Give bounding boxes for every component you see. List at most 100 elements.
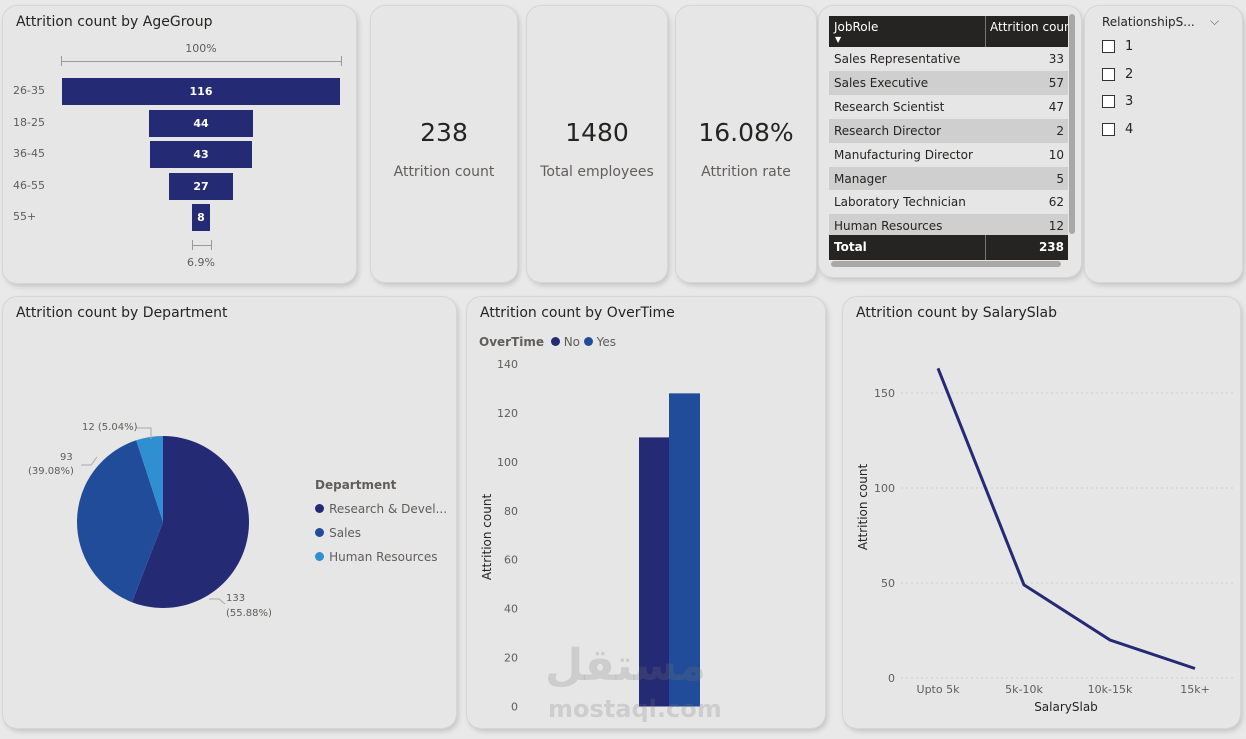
- legend-item-hr[interactable]: Human Resources: [315, 546, 450, 570]
- table-row[interactable]: Manufacturing Director 10: [829, 142, 1068, 167]
- attrition-count-cell: 5: [1056, 171, 1064, 186]
- header-divider: [985, 16, 986, 47]
- pie-slice[interactable]: [77, 440, 163, 603]
- legend-item-sales[interactable]: Sales: [315, 522, 450, 546]
- jobrole-cell: Manager: [834, 171, 887, 186]
- funnel-bar[interactable]: 116: [61, 77, 341, 106]
- kpi-attrition-rate-value: 16.08%: [698, 118, 794, 147]
- total-divider: [985, 235, 986, 260]
- y-tick-label: 0: [511, 701, 518, 714]
- kpi-total-employees-label: Total employees: [540, 164, 654, 180]
- attrition-count-cell: 57: [1048, 75, 1064, 90]
- legend-dot-icon: [583, 337, 593, 346]
- legend-dot-icon: [315, 528, 324, 537]
- pie-slice[interactable]: [131, 436, 249, 608]
- y-tick-label: 100: [874, 482, 895, 495]
- slicer-option-1[interactable]: 1: [1125, 39, 1134, 54]
- funnel-bar[interactable]: 27: [168, 171, 234, 201]
- y-tick-label: 0: [888, 672, 895, 685]
- jobrole-header-cell[interactable]: JobRole: [834, 20, 879, 34]
- kpi-attrition-count-label: Attrition count: [393, 164, 495, 180]
- x-tick-label: Upto 5k: [917, 683, 961, 696]
- funnel-bottom-bracket-right: [211, 240, 212, 250]
- pie-leader-line: [209, 598, 226, 605]
- x-tick-label: 5k-10k: [1005, 683, 1043, 696]
- overtime-legend: OverTime No Yes: [479, 335, 616, 349]
- age-group-title: Attrition count by AgeGroup: [16, 14, 213, 30]
- kpi-attrition-rate-label: Attrition rate: [701, 164, 791, 180]
- overtime-bar[interactable]: [639, 437, 670, 707]
- funnel-bar[interactable]: 44: [147, 108, 255, 138]
- slicer-checkbox-1[interactable]: [1102, 40, 1115, 53]
- salary-title: Attrition count by SalarySlab: [856, 305, 1058, 321]
- y-tick-label: 40: [504, 603, 518, 616]
- kpi-attrition-count-card[interactable]: 238 Attrition count: [371, 6, 517, 282]
- pie-label-sales-count: 93: [60, 452, 73, 463]
- y-tick-label: 60: [504, 554, 518, 567]
- overtime-legend-no[interactable]: No: [563, 335, 581, 349]
- legend-dot-icon: [315, 504, 324, 513]
- total-value: 238: [1038, 240, 1064, 254]
- salary-line-chart[interactable]: 0 50 100 150 Upto 5k 5k-10k 10k-15k 15k+ SalaryS…: [843, 297, 1240, 728]
- jobrole-cell: Sales Representative: [834, 52, 961, 66]
- kpi-attrition-count-value: 238: [420, 118, 468, 147]
- legend-dot-icon: [315, 552, 324, 561]
- table-horizontal-scrollbar[interactable]: [831, 261, 1061, 267]
- overtime-y-axis-label: Attrition count: [480, 494, 494, 581]
- slicer-option-3[interactable]: 3: [1125, 94, 1134, 109]
- slicer-option-2[interactable]: 2: [1125, 67, 1134, 82]
- y-tick-label: 140: [497, 358, 518, 371]
- overtime-title: Attrition count by OverTime: [480, 305, 675, 321]
- pie-label-sales-pct: (39.08%): [28, 466, 74, 477]
- y-tick-label: 120: [497, 407, 518, 420]
- jobrole-cell: Manufacturing Director: [834, 147, 973, 162]
- department-legend: Department Research & Devel... Sales Hum…: [315, 478, 450, 570]
- table-row[interactable]: Manager 5: [829, 166, 1068, 191]
- kpi-attrition-rate-card[interactable]: 16.08% Attrition rate: [676, 6, 816, 282]
- jobrole-table-total-row: Total 238: [829, 235, 1068, 260]
- slicer-checkbox-2[interactable]: [1102, 68, 1115, 81]
- pie-label-rd-pct: (55.88%): [226, 608, 272, 619]
- table-vertical-scrollbar[interactable]: [1069, 14, 1075, 234]
- y-tick-label: 20: [504, 652, 518, 665]
- y-tick-label: 50: [881, 577, 895, 590]
- slicer-option-4[interactable]: 4: [1125, 122, 1134, 137]
- jobrole-cell: Laboratory Technician: [834, 195, 966, 210]
- age-group-label: 26-35: [13, 84, 45, 97]
- y-tick-label: 100: [497, 456, 518, 469]
- overtime-bar[interactable]: [669, 393, 700, 707]
- slicer-checkbox-4[interactable]: [1102, 123, 1115, 136]
- table-row[interactable]: Sales Executive 57: [829, 70, 1068, 95]
- funnel-top-bracket-right: [341, 56, 342, 66]
- department-pie-chart[interactable]: [3, 297, 456, 728]
- attrition-count-cell: 10: [1048, 147, 1064, 162]
- table-row[interactable]: Human Resources 12: [829, 214, 1068, 239]
- funnel-top-pct: 100%: [185, 42, 217, 55]
- legend-item-rd[interactable]: Research & Devel...: [315, 498, 450, 522]
- table-row[interactable]: Sales Representative 33: [829, 47, 1068, 71]
- kpi-total-employees-card[interactable]: 1480 Total employees: [527, 6, 667, 282]
- chevron-down-icon[interactable]: ⌵: [1210, 14, 1220, 28]
- attrition-count-header-cell[interactable]: Attrition count: [990, 20, 1068, 34]
- funnel-bar[interactable]: 43: [149, 140, 253, 169]
- funnel-bottom-bracket-left: [192, 240, 193, 250]
- legend-dot-icon: [550, 337, 560, 346]
- age-group-label: 46-55: [13, 178, 45, 192]
- table-row[interactable]: Laboratory Technician 62: [829, 190, 1068, 215]
- slicer-checkbox-3[interactable]: [1102, 95, 1115, 108]
- funnel-bar[interactable]: 8: [191, 203, 211, 232]
- table-row[interactable]: Research Director 2: [829, 118, 1068, 143]
- attrition-count-cell: 33: [1048, 52, 1064, 66]
- overtime-legend-title: OverTime: [479, 335, 545, 349]
- pie-label-rd-count: 133: [226, 593, 246, 604]
- salary-line[interactable]: [936, 367, 1196, 670]
- x-tick-label: 10k-15k: [1088, 683, 1133, 696]
- sort-desc-icon[interactable]: ▼: [835, 35, 842, 44]
- table-row[interactable]: Research Scientist 47: [829, 94, 1068, 119]
- pie-label-hr: 12 (5.04%): [82, 422, 138, 433]
- jobrole-table-header: JobRole ▼ Attrition count: [829, 16, 1068, 47]
- funnel-top-bracket: [61, 61, 341, 62]
- pie-slice[interactable]: [136, 436, 163, 522]
- overtime-column-chart[interactable]: 0 20 40 60 80 100 120 140 Attrition count: [467, 297, 825, 728]
- overtime-legend-yes[interactable]: Yes: [596, 335, 617, 349]
